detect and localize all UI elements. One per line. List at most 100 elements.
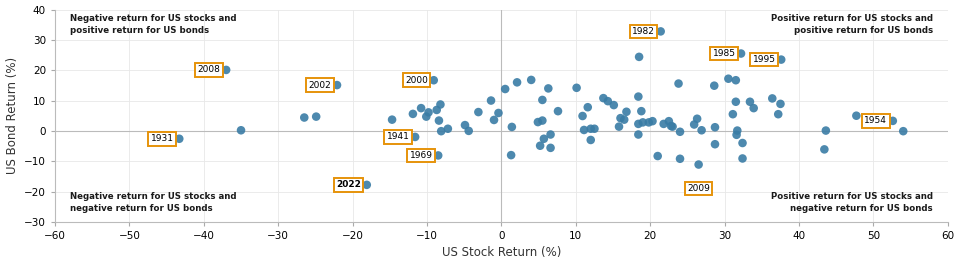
Point: [504, 125, 519, 129]
Point: [420, 110, 436, 114]
Point: [631, 122, 646, 126]
Point: [730, 129, 745, 133]
Point: [359, 183, 374, 187]
Point: [773, 102, 788, 106]
Text: Positive return for US stocks and
negative return for US bonds: Positive return for US stocks and negati…: [771, 192, 933, 213]
Point: [461, 129, 476, 133]
Point: [656, 122, 671, 126]
Text: 2002: 2002: [309, 81, 331, 90]
Point: [491, 111, 506, 115]
Point: [641, 120, 657, 125]
Point: [407, 135, 422, 139]
Point: [817, 147, 832, 152]
Point: [583, 127, 598, 131]
Point: [708, 142, 723, 146]
Point: [580, 105, 595, 109]
Point: [708, 125, 723, 129]
Point: [583, 138, 598, 142]
Point: [746, 106, 761, 110]
Point: [419, 114, 434, 119]
Point: [523, 78, 539, 82]
Point: [430, 153, 445, 158]
Point: [483, 98, 498, 103]
Point: [636, 120, 651, 125]
Text: 2022: 2022: [336, 180, 361, 189]
Point: [686, 122, 702, 127]
Point: [587, 127, 602, 131]
Point: [426, 78, 442, 82]
Point: [414, 106, 429, 110]
Point: [497, 87, 513, 91]
Text: 1969: 1969: [410, 151, 433, 160]
Point: [434, 129, 449, 133]
Point: [689, 117, 705, 121]
Point: [672, 157, 687, 161]
Point: [606, 103, 621, 107]
Point: [429, 108, 444, 112]
Point: [671, 81, 686, 86]
Text: 1995: 1995: [753, 55, 776, 64]
Text: Negative return for US stocks and
positive return for US bonds: Negative return for US stocks and positi…: [70, 14, 236, 35]
Point: [665, 125, 681, 129]
Point: [550, 109, 565, 113]
Text: Negative return for US stocks and
negative return for US bonds: Negative return for US stocks and negati…: [70, 192, 236, 213]
Point: [535, 118, 550, 123]
Point: [650, 154, 665, 158]
Point: [672, 130, 687, 134]
Point: [818, 129, 833, 133]
Point: [774, 58, 789, 62]
Text: 1985: 1985: [712, 49, 735, 58]
X-axis label: US Stock Return (%): US Stock Return (%): [442, 246, 562, 259]
Point: [530, 120, 545, 124]
Point: [691, 162, 707, 167]
Point: [576, 128, 591, 132]
Point: [634, 109, 649, 113]
Point: [729, 133, 744, 137]
Point: [542, 132, 558, 137]
Point: [728, 100, 743, 104]
Text: 2000: 2000: [405, 76, 428, 85]
Point: [537, 137, 552, 141]
Point: [233, 128, 249, 132]
Text: 2009: 2009: [687, 184, 710, 193]
Point: [329, 83, 345, 87]
Point: [533, 144, 548, 148]
Point: [694, 128, 709, 132]
Point: [771, 112, 786, 116]
Point: [297, 116, 312, 120]
Point: [431, 118, 446, 123]
Text: 1941: 1941: [387, 132, 410, 142]
Point: [575, 114, 590, 118]
Point: [631, 132, 646, 137]
Point: [600, 99, 615, 103]
Point: [653, 29, 668, 33]
Point: [503, 153, 518, 157]
Point: [612, 125, 627, 129]
Point: [849, 114, 864, 118]
Point: [885, 119, 900, 123]
Point: [433, 102, 448, 107]
Point: [457, 123, 472, 127]
Point: [172, 137, 187, 141]
Point: [764, 96, 780, 100]
Text: Positive return for US stocks and
positive return for US bonds: Positive return for US stocks and positi…: [771, 14, 933, 35]
Point: [569, 86, 585, 90]
Text: 1982: 1982: [633, 27, 655, 36]
Point: [616, 118, 632, 122]
Point: [707, 83, 722, 88]
Point: [308, 114, 324, 119]
Point: [219, 68, 234, 72]
Point: [742, 100, 757, 104]
Point: [733, 51, 749, 56]
Point: [596, 96, 612, 100]
Point: [384, 118, 399, 122]
Point: [612, 116, 628, 120]
Text: 1931: 1931: [151, 134, 174, 143]
Point: [721, 77, 736, 81]
Y-axis label: US Bond Return (%): US Bond Return (%): [6, 57, 18, 174]
Point: [540, 86, 556, 91]
Point: [663, 124, 679, 128]
Point: [725, 112, 740, 116]
Text: 1954: 1954: [864, 116, 887, 125]
Point: [734, 156, 750, 161]
